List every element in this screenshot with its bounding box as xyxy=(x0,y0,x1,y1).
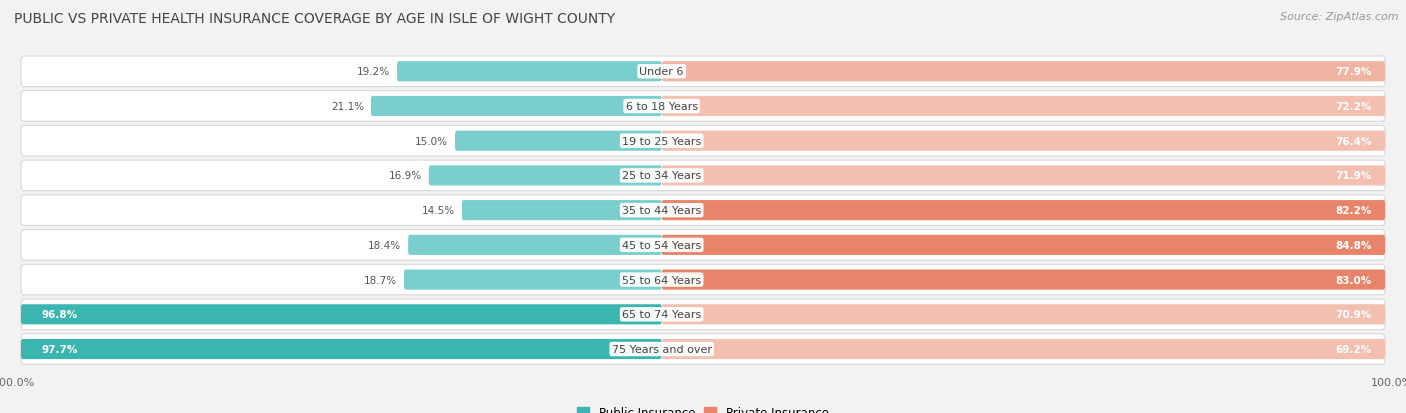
FancyBboxPatch shape xyxy=(456,131,662,152)
Text: 82.2%: 82.2% xyxy=(1336,206,1371,216)
Text: 55 to 64 Years: 55 to 64 Years xyxy=(621,275,702,285)
FancyBboxPatch shape xyxy=(21,161,1385,191)
FancyBboxPatch shape xyxy=(662,201,1385,221)
FancyBboxPatch shape xyxy=(429,166,662,186)
Text: 76.4%: 76.4% xyxy=(1334,136,1371,146)
FancyBboxPatch shape xyxy=(21,126,1385,157)
Text: 16.9%: 16.9% xyxy=(389,171,422,181)
Text: 14.5%: 14.5% xyxy=(422,206,456,216)
FancyBboxPatch shape xyxy=(662,235,1385,255)
FancyBboxPatch shape xyxy=(662,97,1385,117)
FancyBboxPatch shape xyxy=(21,299,1385,330)
FancyBboxPatch shape xyxy=(463,201,662,221)
FancyBboxPatch shape xyxy=(21,57,1385,87)
Text: 97.7%: 97.7% xyxy=(42,344,77,354)
FancyBboxPatch shape xyxy=(21,265,1385,295)
Text: 70.9%: 70.9% xyxy=(1336,310,1371,320)
Text: 72.2%: 72.2% xyxy=(1334,102,1371,112)
Text: 15.0%: 15.0% xyxy=(415,136,449,146)
FancyBboxPatch shape xyxy=(21,195,1385,226)
Text: 6 to 18 Years: 6 to 18 Years xyxy=(626,102,697,112)
Text: PUBLIC VS PRIVATE HEALTH INSURANCE COVERAGE BY AGE IN ISLE OF WIGHT COUNTY: PUBLIC VS PRIVATE HEALTH INSURANCE COVER… xyxy=(14,12,616,26)
Text: 21.1%: 21.1% xyxy=(330,102,364,112)
Text: 18.7%: 18.7% xyxy=(364,275,396,285)
Text: 65 to 74 Years: 65 to 74 Years xyxy=(621,310,702,320)
Text: 75 Years and over: 75 Years and over xyxy=(612,344,711,354)
FancyBboxPatch shape xyxy=(662,270,1385,290)
FancyBboxPatch shape xyxy=(662,62,1385,82)
FancyBboxPatch shape xyxy=(21,230,1385,261)
FancyBboxPatch shape xyxy=(404,270,662,290)
FancyBboxPatch shape xyxy=(21,334,1385,364)
FancyBboxPatch shape xyxy=(662,166,1385,186)
FancyBboxPatch shape xyxy=(408,235,662,255)
Text: 69.2%: 69.2% xyxy=(1336,344,1371,354)
FancyBboxPatch shape xyxy=(371,97,662,117)
Text: 77.9%: 77.9% xyxy=(1334,67,1371,77)
Text: 35 to 44 Years: 35 to 44 Years xyxy=(621,206,702,216)
Text: 19.2%: 19.2% xyxy=(357,67,391,77)
FancyBboxPatch shape xyxy=(21,339,662,359)
FancyBboxPatch shape xyxy=(662,304,1385,325)
Text: Under 6: Under 6 xyxy=(640,67,683,77)
Text: 83.0%: 83.0% xyxy=(1336,275,1371,285)
Text: 96.8%: 96.8% xyxy=(42,310,77,320)
Text: 18.4%: 18.4% xyxy=(368,240,401,250)
Text: 71.9%: 71.9% xyxy=(1336,171,1371,181)
FancyBboxPatch shape xyxy=(21,91,1385,122)
Text: 19 to 25 Years: 19 to 25 Years xyxy=(621,136,702,146)
Text: Source: ZipAtlas.com: Source: ZipAtlas.com xyxy=(1281,12,1399,22)
Text: 84.8%: 84.8% xyxy=(1334,240,1371,250)
Legend: Public Insurance, Private Insurance: Public Insurance, Private Insurance xyxy=(572,401,834,413)
FancyBboxPatch shape xyxy=(662,131,1385,152)
Text: 25 to 34 Years: 25 to 34 Years xyxy=(621,171,702,181)
FancyBboxPatch shape xyxy=(396,62,662,82)
FancyBboxPatch shape xyxy=(662,339,1385,359)
Text: 45 to 54 Years: 45 to 54 Years xyxy=(621,240,702,250)
FancyBboxPatch shape xyxy=(21,304,662,325)
